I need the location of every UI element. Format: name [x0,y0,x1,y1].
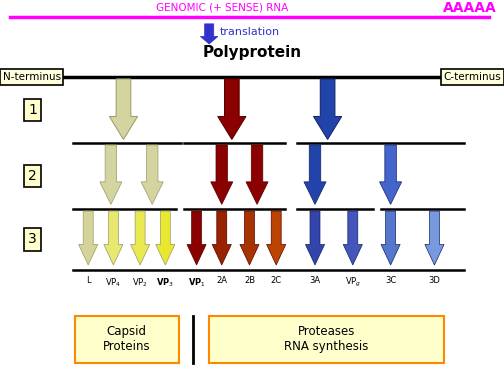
FancyBboxPatch shape [209,316,444,363]
Polygon shape [218,79,246,139]
Text: 3A: 3A [309,276,321,286]
Text: Capsid
Proteins: Capsid Proteins [103,326,151,353]
Text: VP$_g$: VP$_g$ [345,276,361,290]
Polygon shape [187,211,206,265]
Text: 2B: 2B [244,276,255,286]
Text: GENOMIC (+ SENSE) RNA: GENOMIC (+ SENSE) RNA [156,2,288,12]
Polygon shape [100,145,122,204]
Text: VP$_4$: VP$_4$ [105,276,121,289]
Text: 3D: 3D [428,276,440,286]
Polygon shape [425,211,444,265]
Polygon shape [156,211,175,265]
Polygon shape [267,211,286,265]
Text: Proteases
RNA synthesis: Proteases RNA synthesis [284,326,368,353]
Polygon shape [240,211,259,265]
Polygon shape [381,211,400,265]
Polygon shape [79,211,98,265]
Text: 3: 3 [28,232,37,247]
Text: 2: 2 [28,169,37,183]
Polygon shape [131,211,150,265]
Text: translation: translation [219,27,279,37]
Text: N-terminus: N-terminus [3,72,60,82]
Polygon shape [104,211,123,265]
Text: VP$_3$: VP$_3$ [156,276,174,289]
Polygon shape [212,211,231,265]
Polygon shape [304,145,326,204]
Polygon shape [211,145,233,204]
Polygon shape [141,145,163,204]
Text: AAAAA: AAAAA [443,1,496,15]
Polygon shape [109,79,138,139]
Text: Polyprotein: Polyprotein [203,46,301,60]
Text: VP$_2$: VP$_2$ [132,276,148,289]
Polygon shape [380,145,402,204]
Polygon shape [343,211,362,265]
Text: 2A: 2A [216,276,227,286]
Polygon shape [305,211,325,265]
Text: VP$_1$: VP$_1$ [187,276,206,289]
Polygon shape [246,145,268,204]
Text: 3C: 3C [385,276,396,286]
Polygon shape [200,24,218,44]
FancyBboxPatch shape [75,316,179,363]
Polygon shape [313,79,342,139]
Text: 1: 1 [28,103,37,117]
Text: L: L [86,276,91,286]
Text: C-terminus: C-terminus [444,72,501,82]
Text: 2C: 2C [271,276,282,286]
